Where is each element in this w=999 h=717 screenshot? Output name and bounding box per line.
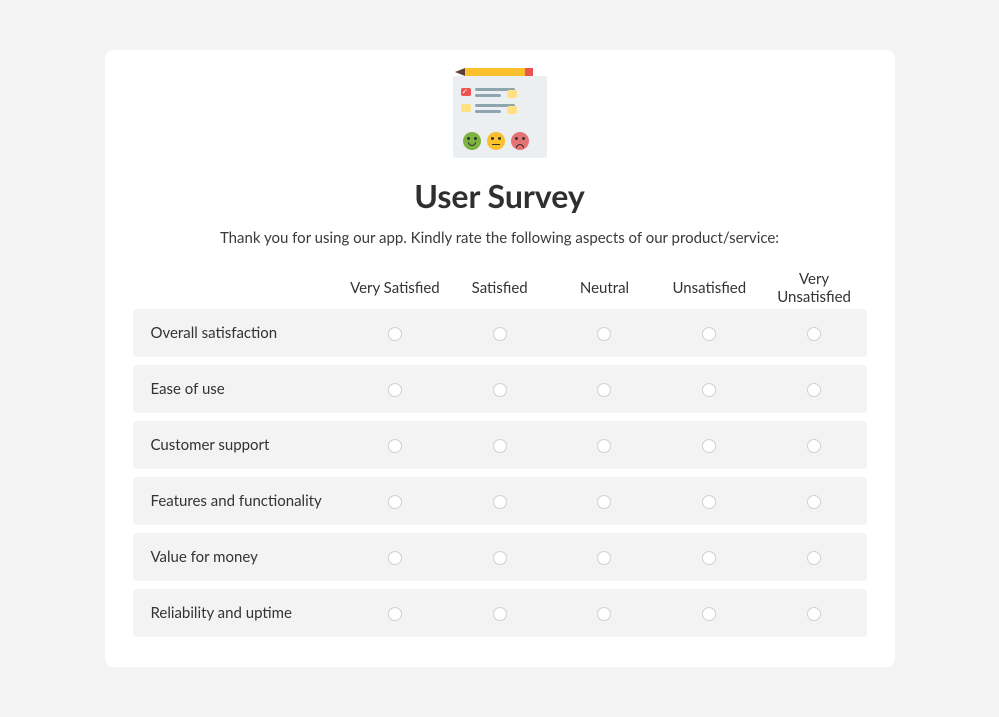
- rating-radio[interactable]: [388, 551, 402, 565]
- rating-radio[interactable]: [807, 327, 821, 341]
- rating-radio[interactable]: [807, 495, 821, 509]
- rating-radio[interactable]: [702, 383, 716, 397]
- rating-radio[interactable]: [597, 439, 611, 453]
- rating-radio[interactable]: [388, 495, 402, 509]
- scale-col-unsatisfied: Unsatisfied: [657, 279, 762, 297]
- page-title: User Survey: [105, 176, 895, 215]
- question-label: Overall satisfaction: [133, 324, 343, 342]
- rating-radio[interactable]: [493, 607, 507, 621]
- rating-radio[interactable]: [597, 327, 611, 341]
- rating-radio[interactable]: [388, 607, 402, 621]
- question-row: Overall satisfaction: [133, 309, 867, 357]
- rating-radio[interactable]: [388, 439, 402, 453]
- scale-col-satisfied: Satisfied: [447, 279, 552, 297]
- question-row: Features and functionality: [133, 477, 867, 525]
- question-row: Ease of use: [133, 365, 867, 413]
- rating-radio[interactable]: [597, 495, 611, 509]
- rating-radio[interactable]: [597, 551, 611, 565]
- survey-hero-icon: [453, 76, 547, 158]
- rating-radio[interactable]: [807, 607, 821, 621]
- rating-radio[interactable]: [807, 551, 821, 565]
- rating-radio[interactable]: [807, 439, 821, 453]
- rating-radio[interactable]: [493, 383, 507, 397]
- rating-radio[interactable]: [493, 551, 507, 565]
- rating-radio[interactable]: [388, 383, 402, 397]
- survey-card: User Survey Thank you for using our app.…: [105, 50, 895, 667]
- rating-radio[interactable]: [388, 327, 402, 341]
- scale-col-neutral: Neutral: [552, 279, 657, 297]
- scale-col-very-satisfied: Very Satisfied: [343, 279, 448, 297]
- rating-radio[interactable]: [702, 551, 716, 565]
- question-row: Customer support: [133, 421, 867, 469]
- rating-radio[interactable]: [702, 495, 716, 509]
- question-label: Features and functionality: [133, 492, 343, 510]
- page-subtitle: Thank you for using our app. Kindly rate…: [105, 229, 895, 247]
- question-label: Customer support: [133, 436, 343, 454]
- scale-col-very-unsatisfied: Very Unsatisfied: [762, 270, 867, 306]
- question-label: Value for money: [133, 548, 343, 566]
- rating-radio[interactable]: [702, 607, 716, 621]
- question-label: Ease of use: [133, 380, 343, 398]
- rating-radio[interactable]: [493, 495, 507, 509]
- question-row: Reliability and uptime: [133, 589, 867, 637]
- rating-radio[interactable]: [807, 383, 821, 397]
- rating-radio[interactable]: [702, 327, 716, 341]
- rating-radio[interactable]: [493, 327, 507, 341]
- rating-radio[interactable]: [493, 439, 507, 453]
- rating-radio[interactable]: [597, 383, 611, 397]
- question-row: Value for money: [133, 533, 867, 581]
- rating-radio[interactable]: [702, 439, 716, 453]
- question-label: Reliability and uptime: [133, 604, 343, 622]
- rating-radio[interactable]: [597, 607, 611, 621]
- scale-header-row: Very Satisfied Satisfied Neutral Unsatis…: [105, 267, 895, 309]
